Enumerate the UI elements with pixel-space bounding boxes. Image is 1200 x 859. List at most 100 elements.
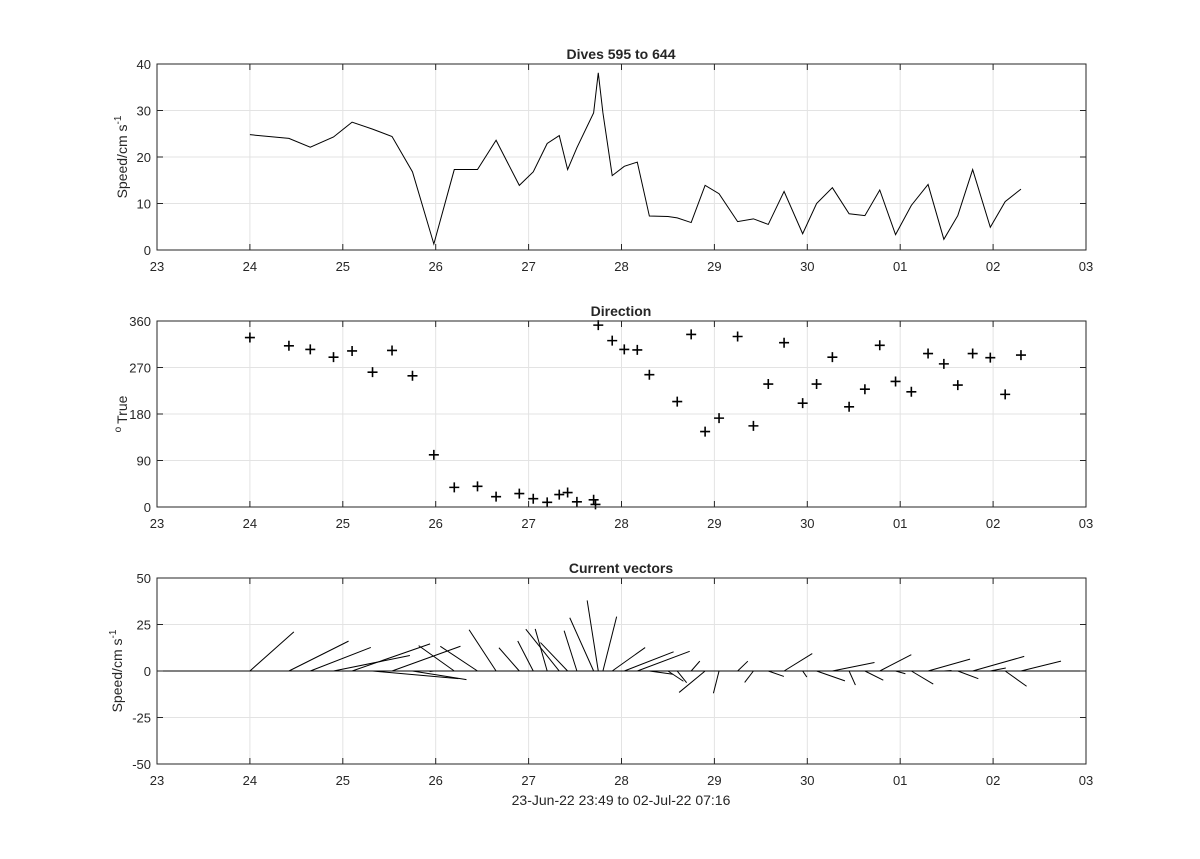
direction-panel-ytick-label: 0 (144, 500, 151, 515)
direction-panel-marker (906, 386, 917, 397)
direction-panel-xtick-label: 03 (1079, 516, 1093, 531)
vectors-panel-vector (744, 670, 754, 683)
vectors-panel-vector (678, 670, 706, 693)
vectors-panel-vector (927, 658, 971, 672)
vectors-panel-vector (624, 651, 674, 672)
vectors-panel-vector (468, 629, 497, 672)
direction-panel-marker (571, 496, 582, 507)
direction-panel-marker (283, 340, 294, 351)
vectors-panel-vector (540, 642, 568, 672)
direction-panel-xtick-label: 27 (521, 516, 535, 531)
direction-panel-marker (590, 499, 601, 510)
vectors-panel-vector (333, 655, 410, 672)
vectors-panel-vector (586, 600, 599, 672)
direction-panel-marker (407, 370, 418, 381)
vectors-panel-vector (418, 645, 455, 672)
vectors-panel-vector (525, 628, 560, 672)
direction-panel: Direction oTrue 23 24 25 26 27 28 29 30 01 02 03 0 9… (113, 303, 1093, 531)
vectors-panel-vector (372, 670, 459, 680)
direction-panel-marker (827, 352, 838, 363)
direction-panel-marker (367, 367, 378, 378)
direction-panel-marker (923, 348, 934, 359)
vectors-panel-vector (440, 645, 478, 672)
vectors-panel-vector (712, 670, 720, 694)
vectors-panel-vector (802, 670, 808, 678)
speed-panel-ytick-label: 40 (137, 57, 151, 72)
vectors-panel-vector (1004, 670, 1027, 687)
speed-panel-ytick-label: 30 (137, 104, 151, 119)
direction-panel-marker (714, 413, 725, 424)
speed-panel: Dives 595 to 644 Speed/cm s-1 23 24 25 26 27… (113, 46, 1093, 274)
direction-panel-marker (514, 488, 525, 499)
vectors-panel-vector (943, 669, 952, 672)
vectors-panel-vector (911, 670, 934, 685)
vectors-panel-vector (249, 631, 295, 672)
direction-panel-marker (472, 481, 483, 492)
vectors-panel-ytick-label: 0 (144, 664, 151, 679)
direction-panel-marker (1015, 350, 1026, 361)
direction-panel-marker (632, 344, 643, 355)
speed-panel-xtick-label: 25 (336, 259, 350, 274)
direction-panel-marker (890, 376, 901, 387)
vectors-panel-vector (517, 640, 534, 672)
vectors-panel-xtick-label: 23 (150, 773, 164, 788)
speed-panel-xtick-label: 28 (614, 259, 628, 274)
direction-panel-marker (748, 420, 759, 431)
direction-panel-marker (672, 396, 683, 407)
speed-panel-xtick-label: 27 (521, 259, 535, 274)
vectors-panel-vector (569, 617, 595, 672)
direction-panel-xtick-label: 24 (243, 516, 257, 531)
vectors-panel-vector (690, 660, 701, 672)
direction-panel-marker (859, 384, 870, 395)
direction-panel-xtick-label: 29 (707, 516, 721, 531)
vectors-panel-vector (667, 670, 684, 682)
vectors-panel-vector (649, 670, 674, 675)
vectors-panel-vector (310, 646, 372, 672)
direction-panel-marker (328, 352, 339, 363)
vectors-panel-xtick-label: 02 (986, 773, 1000, 788)
vectors-panel-vector (611, 647, 646, 672)
direction-panel-xtick-label: 25 (336, 516, 350, 531)
direction-panel-marker (428, 449, 439, 460)
speed-panel-ytick-label: 20 (137, 150, 151, 165)
vectors-panel-ytick-label: -25 (132, 711, 151, 726)
vectors-panel-vector (816, 670, 846, 682)
speed-panel-ytick-label: 10 (137, 197, 151, 212)
direction-panel-marker (700, 426, 711, 437)
vectors-panel-vector (563, 630, 578, 672)
vectors-panel-ylabel: Speed/cm s-1 (108, 629, 125, 712)
direction-panel-ytick-label: 360 (129, 314, 151, 329)
direction-panel-marker (554, 489, 565, 500)
vectors-panel-xtick-label: 26 (428, 773, 442, 788)
vectors-panel-ytick-label: 50 (137, 571, 151, 586)
direction-panel-marker (588, 494, 599, 505)
vectors-panel-xtick-label: 24 (243, 773, 257, 788)
direction-panel-marker (1000, 389, 1011, 400)
direction-panel-marker (528, 493, 539, 504)
speed-panel-xtick-label: 24 (243, 259, 257, 274)
vectors-panel-xtick-label: 03 (1079, 773, 1093, 788)
direction-panel-marker (542, 497, 553, 508)
direction-panel-xtick-label: 26 (428, 516, 442, 531)
direction-panel-marker (387, 345, 398, 356)
direction-panel-marker (686, 329, 697, 340)
vectors-panel-vector (534, 628, 548, 672)
vectors-panel-vector (391, 645, 461, 672)
direction-panel-marker (607, 335, 618, 346)
direction-panel-ytick-label: 270 (129, 361, 151, 376)
vectors-panel-ytick-label: -50 (132, 757, 151, 772)
speed-panel-xtick-label: 30 (800, 259, 814, 274)
speed-panel-xtick-label: 26 (428, 259, 442, 274)
direction-panel-xtick-label: 01 (893, 516, 907, 531)
vectors-panel-vector (602, 616, 618, 672)
direction-panel-marker (763, 379, 774, 390)
vectors-panel: Current vectors Speed/cm s-1 23-Jun-22 2… (108, 560, 1093, 808)
direction-panel-xtick-label: 28 (614, 516, 628, 531)
vectors-panel-vector (412, 670, 467, 681)
vectors-panel-vector (895, 670, 906, 675)
speed-panel-series-line (249, 72, 1022, 246)
direction-panel-marker (811, 379, 822, 390)
speed-panel-xtick-label: 02 (986, 259, 1000, 274)
